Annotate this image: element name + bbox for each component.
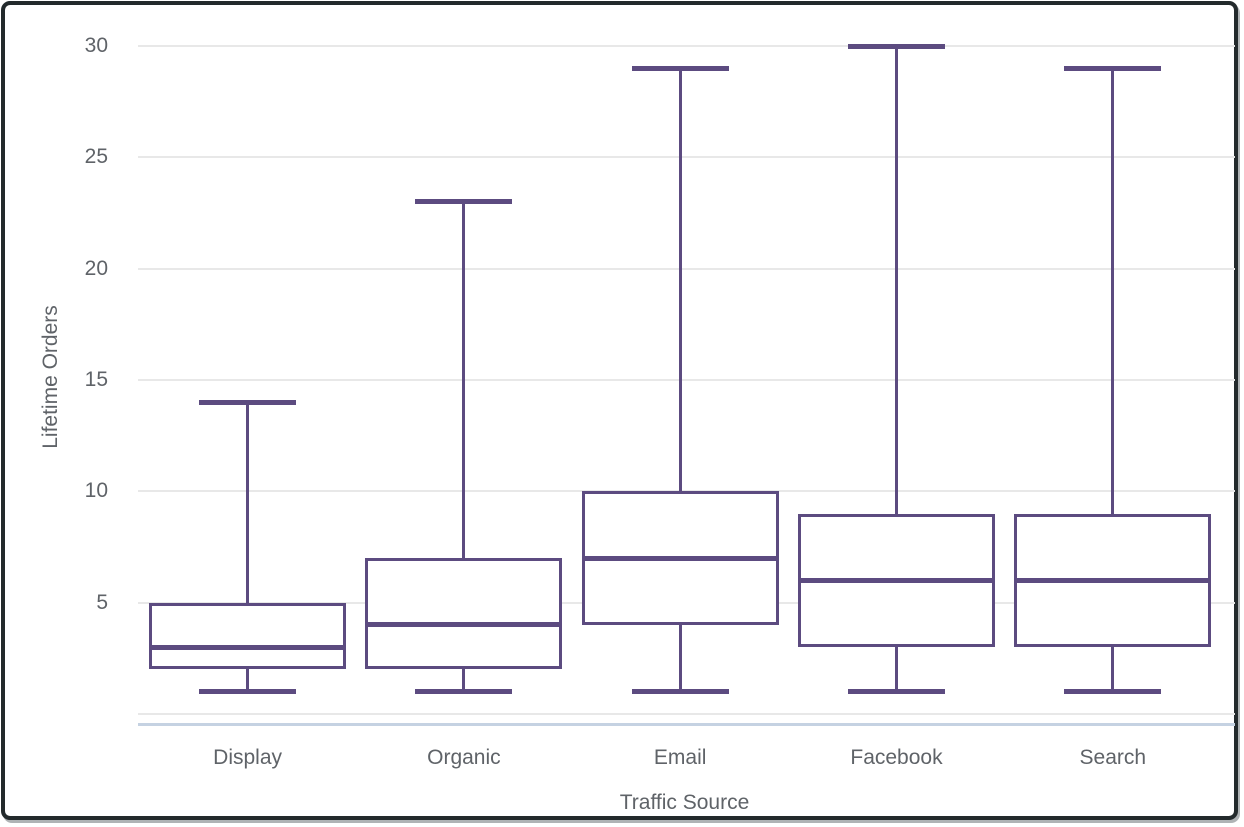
- y-tick-label-25: 25: [84, 145, 108, 169]
- x-tick-label-display: Display: [213, 746, 283, 769]
- whisker-lower-cap-email[interactable]: [631, 689, 729, 695]
- whisker-upper-stem-facebook[interactable]: [895, 46, 898, 514]
- y-tick-label-10: 10: [84, 479, 108, 503]
- whisker-upper-cap-display[interactable]: [199, 399, 297, 405]
- gridline-y-20: [138, 267, 1235, 270]
- box-organic[interactable]: [365, 558, 563, 670]
- whisker-upper-stem-search[interactable]: [1111, 68, 1115, 514]
- box-display[interactable]: [149, 602, 347, 670]
- whisker-lower-cap-display[interactable]: [199, 689, 297, 695]
- whisker-lower-stem-display[interactable]: [246, 669, 250, 692]
- plot-area: 5 10 15 20 25 30 Display Organic Email Facebook Se…: [5, 5, 1235, 816]
- y-tick-label-30: 30: [84, 34, 108, 58]
- y-tick-label-15: 15: [84, 368, 108, 391]
- whisker-lower-cap-facebook[interactable]: [848, 689, 945, 695]
- median-email[interactable]: [581, 555, 779, 561]
- whisker-lower-cap-organic[interactable]: [415, 689, 513, 695]
- whisker-upper-cap-search[interactable]: [1064, 65, 1162, 71]
- whisker-lower-stem-email[interactable]: [678, 624, 682, 692]
- whisker-lower-cap-search[interactable]: [1064, 689, 1162, 695]
- whisker-upper-stem-email[interactable]: [678, 68, 682, 492]
- y-tick-label-5: 5: [96, 590, 108, 614]
- y-axis-title: Lifetime Orders: [39, 305, 62, 449]
- x-tick-label-organic: Organic: [427, 746, 501, 769]
- whisker-lower-stem-search[interactable]: [1111, 647, 1115, 692]
- whisker-upper-cap-email[interactable]: [631, 65, 729, 71]
- gridline-y-15: [138, 379, 1235, 381]
- x-tick-label-email: Email: [653, 746, 707, 769]
- median-search[interactable]: [1014, 577, 1212, 583]
- median-facebook[interactable]: [798, 577, 995, 583]
- x-tick-label-facebook: Facebook: [850, 746, 943, 769]
- y-tick-label-20: 20: [84, 256, 108, 280]
- whisker-lower-stem-organic[interactable]: [462, 669, 466, 692]
- whisker-upper-stem-organic[interactable]: [462, 201, 466, 559]
- gridline-y-30: [138, 45, 1235, 48]
- gridline-y-0: [138, 713, 1235, 715]
- whisker-lower-stem-facebook[interactable]: [895, 647, 898, 692]
- median-organic[interactable]: [365, 622, 563, 628]
- gridline-y-25: [138, 156, 1235, 159]
- median-display[interactable]: [149, 644, 347, 650]
- whisker-upper-cap-organic[interactable]: [415, 199, 513, 205]
- whisker-upper-cap-facebook[interactable]: [848, 43, 945, 49]
- whisker-upper-stem-display[interactable]: [246, 402, 250, 603]
- x-tick-label-search: Search: [1079, 746, 1147, 769]
- x-axis-title: Traffic Source: [619, 791, 750, 814]
- x-axis-line: [138, 723, 1235, 726]
